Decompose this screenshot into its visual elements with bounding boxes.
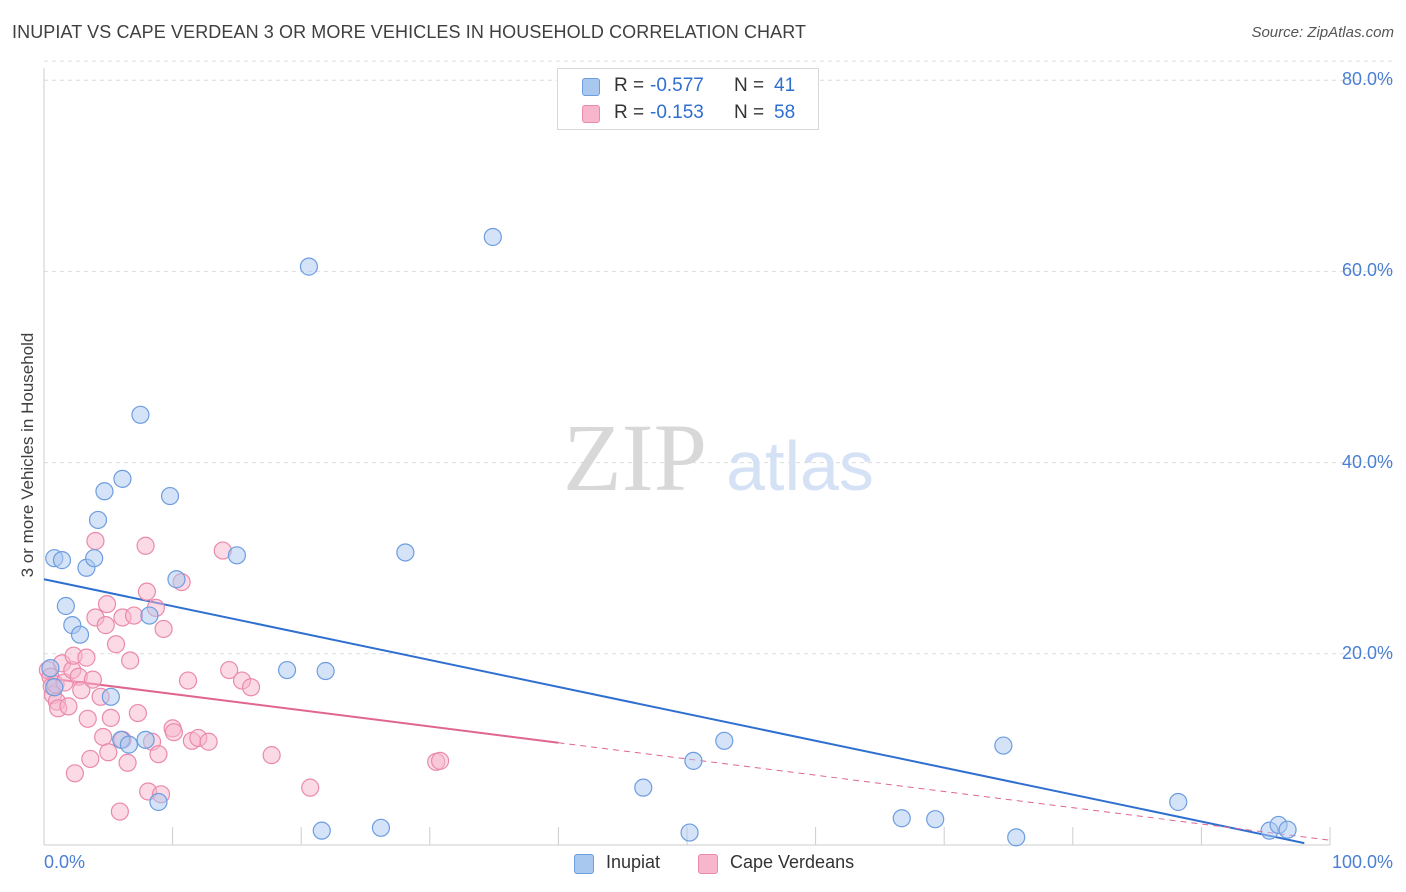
point-cape [430,751,450,770]
point-cape [99,743,118,762]
trend-line-cape [43,676,559,744]
point-inupiat [45,678,64,697]
point-inupiat [892,809,911,828]
point-cape [124,606,144,625]
point-inupiat [483,227,502,247]
point-cape [149,745,168,764]
point-inupiat [1007,828,1026,847]
point-inupiat [680,823,699,842]
point-cape [128,703,147,723]
trend-line-cape-extension [558,742,1331,841]
point-inupiat [312,821,331,840]
r-value: -0.153 [650,102,704,123]
watermark-zip: ZIP [563,404,707,511]
point-cape [77,648,96,667]
point-inupiat [227,546,246,565]
n-label: N = [734,75,765,96]
legend-swatch-cape [698,854,718,874]
chart-title: INUPIAT VS CAPE VERDEAN 3 OR MORE VEHICL… [12,22,807,42]
stats-box: R = -0.577 N = 41 R = -0.153 N = 58 [557,68,819,130]
r-label: R = [614,75,645,96]
point-cape [106,635,126,654]
point-inupiat [167,570,186,589]
watermark-atlas: atlas [726,427,874,505]
point-cape [199,732,218,751]
point-cape [83,670,102,689]
point-cape [241,678,261,697]
point-cape [65,764,84,783]
point-inupiat [149,792,168,812]
n-value: 41 [774,75,796,96]
point-cape [262,746,281,765]
point-inupiat [52,551,72,570]
x-tick-label-min: 0.0% [44,852,86,872]
point-inupiat [926,810,945,829]
point-inupiat [101,687,120,706]
point-inupiat [715,731,734,750]
point-inupiat [277,660,297,680]
point-cape [178,671,198,690]
point-inupiat [95,482,114,501]
point-cape [137,582,156,601]
point-cape [220,660,239,680]
point-inupiat [299,257,319,276]
cape-swatch [582,105,600,123]
point-cape [97,594,117,614]
axes [43,68,1331,846]
point-inupiat [88,510,108,530]
point-inupiat [113,469,132,488]
point-inupiat [136,730,155,749]
data-points [38,227,1297,847]
point-inupiat [56,596,75,616]
source-label: Source: ZipAtlas.com [1251,24,1394,41]
point-cape [59,697,78,716]
point-cape [110,802,129,821]
point-inupiat [160,486,180,506]
point-inupiat [131,405,150,424]
point-cape [136,536,155,555]
point-inupiat [1278,820,1297,839]
y-tick-label: 20.0% [1341,642,1393,663]
point-cape [78,709,97,728]
point-inupiat [41,659,60,678]
point-inupiat [634,778,653,797]
y-tick-label: 40.0% [1341,451,1393,472]
y-tick-label: 60.0% [1341,260,1393,281]
point-inupiat [371,818,391,837]
x-tick-label-max: 100.0% [1331,852,1393,872]
point-cape [121,651,140,670]
point-cape [81,749,100,769]
point-inupiat [1169,792,1188,812]
point-cape [86,531,105,551]
point-inupiat [316,661,335,681]
r-label: R = [614,102,645,123]
point-cape [72,681,91,700]
point-cape [164,723,183,742]
point-inupiat [140,606,159,625]
point-cape [101,708,120,727]
point-cape [96,616,115,635]
gridlines [44,60,1392,655]
legend-label-inupiat: Inupiat [606,852,661,872]
point-cape [94,727,113,747]
n-value: 58 [774,102,796,123]
point-inupiat [684,751,703,770]
legend-swatch-inupiat [574,854,594,874]
point-inupiat [396,543,415,562]
point-inupiat [994,736,1013,755]
trend-lines [43,578,1331,845]
point-cape [301,778,320,797]
point-inupiat [85,549,104,568]
n-label: N = [734,102,765,123]
legend-label-cape: Cape Verdeans [730,852,855,872]
r-value: -0.577 [650,75,704,96]
point-cape [118,753,137,772]
y-tick-label: 80.0% [1341,69,1393,90]
trend-line-inupiat [43,578,1305,845]
point-cape [154,619,173,639]
inupiat-swatch [582,78,600,96]
point-inupiat [119,735,138,754]
point-inupiat [70,625,90,644]
